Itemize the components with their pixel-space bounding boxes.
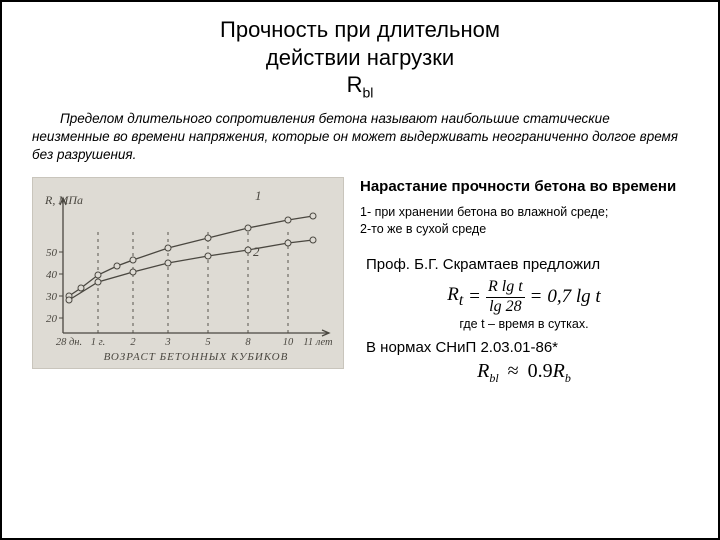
definition-paragraph: Пределом длительного сопротивления бетон…: [32, 110, 688, 165]
prof-line: Проф. Б.Г. Скрамтаев предложил: [366, 256, 688, 273]
svg-text:20: 20: [46, 313, 58, 325]
fraction: R lg t lg 28: [486, 279, 525, 316]
formula-skramtaev: Rt = R lg t lg 28 = 0,7 lg t: [360, 279, 688, 316]
svg-text:1 г.: 1 г.: [91, 337, 105, 348]
right-column: Нарастание прочности бетона во времени 1…: [360, 177, 688, 387]
svg-text:10: 10: [283, 337, 294, 348]
svg-text:11 лет: 11 лет: [303, 337, 333, 348]
svg-text:1: 1: [255, 188, 262, 203]
legend-item-1: 1- при хранении бетона во влажной среде;: [360, 205, 608, 219]
slide-title: Прочность при длительном действии нагруз…: [32, 16, 688, 102]
svg-text:3: 3: [164, 337, 170, 348]
content-row: R, МПа 20 30 40 50 28 дн. 1 г. 2 3 5 8 10 11 лет ВОЗР…: [32, 177, 688, 387]
chart-legend: 1- при хранении бетона во влажной среде;…: [360, 204, 688, 238]
svg-text:40: 40: [46, 269, 58, 281]
concrete-strength-chart: R, МПа 20 30 40 50 28 дн. 1 г. 2 3 5 8 10 11 лет ВОЗР…: [32, 177, 344, 369]
title-symbol: Rbl: [32, 71, 688, 102]
chart-container: R, МПа 20 30 40 50 28 дн. 1 г. 2 3 5 8 10 11 лет ВОЗР…: [32, 177, 342, 369]
svg-text:R, МПа: R, МПа: [44, 193, 83, 207]
svg-text:28 дн.: 28 дн.: [56, 337, 82, 348]
formula-snip: Rbl ≈ 0.9Rb: [360, 360, 688, 386]
svg-text:30: 30: [45, 291, 58, 303]
svg-text:8: 8: [245, 337, 251, 348]
chart-svg: R, МПа 20 30 40 50 28 дн. 1 г. 2 3 5 8 10 11 лет ВОЗР…: [33, 178, 343, 368]
svg-text:2: 2: [253, 244, 260, 259]
svg-text:ВОЗРАСТ БЕТОННЫХ КУБИКОВ: ВОЗРАСТ БЕТОННЫХ КУБИКОВ: [104, 351, 289, 363]
snip-line: В нормах СНиП 2.03.01-86*: [366, 339, 688, 356]
title-line-2: действии нагрузки: [32, 44, 688, 72]
svg-text:5: 5: [205, 337, 210, 348]
where-t-note: где t – время в сутках.: [360, 317, 688, 331]
svg-text:2: 2: [130, 337, 136, 348]
svg-text:50: 50: [46, 247, 58, 259]
chart-subheading: Нарастание прочности бетона во времени: [360, 177, 688, 197]
title-line-1: Прочность при длительном: [32, 16, 688, 44]
legend-item-2: 2-то же в сухой среде: [360, 222, 486, 236]
slide-frame: Прочность при длительном действии нагруз…: [0, 0, 720, 540]
